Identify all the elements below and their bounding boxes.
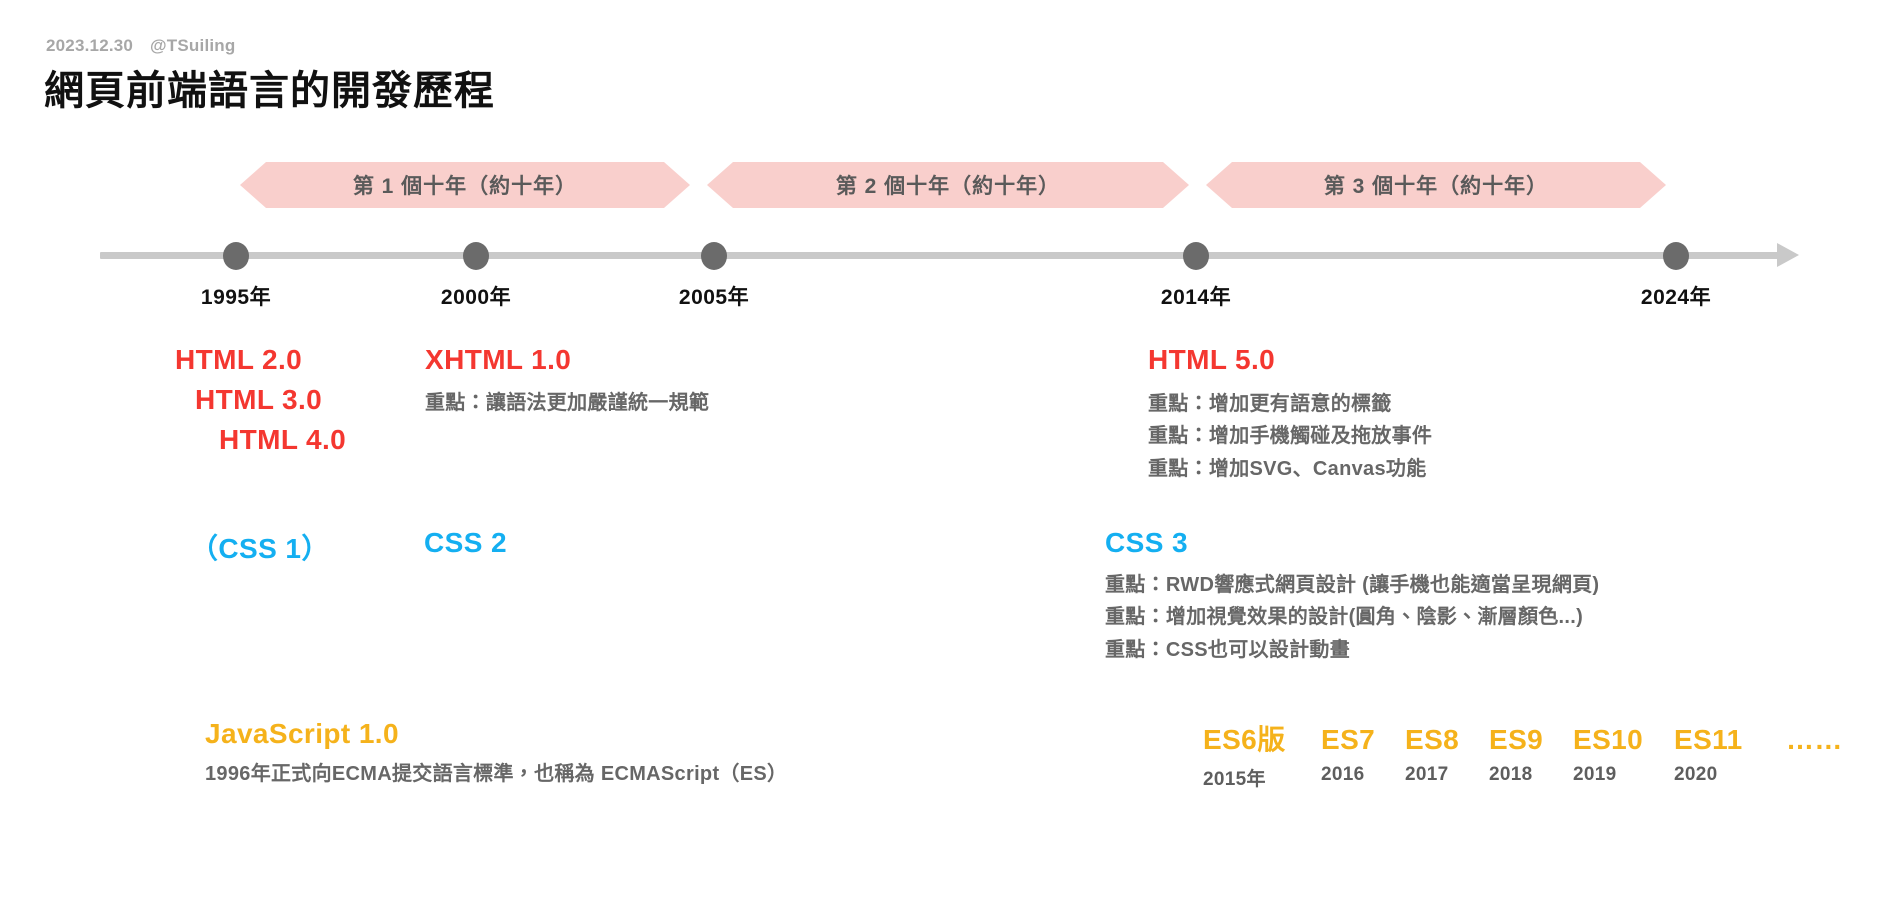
- decade-banner-3-label: 第 3 個十年（約十年）: [1323, 175, 1549, 198]
- es-version-11: ES11: [1674, 724, 1743, 755]
- es-year-8: 2017: [1405, 764, 1449, 785]
- html-version-2: HTML 2.0: [175, 344, 303, 375]
- html-version-4: HTML 4.0: [219, 423, 347, 455]
- ecmascript-year-row: 2015年 2016 2017 2018 2019 2020: [1203, 764, 1843, 791]
- byline: 2023.12.30 @TSuiling: [46, 36, 235, 56]
- timeline-node-2005: [701, 242, 727, 270]
- decade-banner-1-label: 第 1 個十年（約十年）: [352, 175, 578, 198]
- timeline-arrow-icon: [1777, 243, 1799, 267]
- css3-note-1: 重點：RWD響應式網頁設計 (讓手機也能適當呈現網頁): [1105, 574, 1600, 596]
- css3-title: CSS 3: [1105, 527, 1188, 558]
- html5-title: HTML 5.0: [1148, 344, 1276, 375]
- es-year-6: 2015年: [1203, 769, 1266, 790]
- year-label-1995: 1995年: [200, 286, 272, 309]
- javascript-group: JavaScript 1.0 1996年正式向ECMA提交語言標準，也稱為 EC…: [205, 718, 787, 790]
- es-version-6: ES6版: [1203, 724, 1286, 755]
- es-year-7: 2016: [1321, 764, 1365, 785]
- decade-banner-3: 第 3 個十年（約十年）: [1206, 162, 1666, 208]
- javascript-title: JavaScript 1.0: [205, 718, 399, 749]
- es-year-9: 2018: [1489, 764, 1533, 785]
- html-version-3: HTML 3.0: [195, 383, 323, 415]
- timeline-node-1995: [223, 242, 249, 270]
- html5-note-2: 重點：增加手機觸碰及拖放事件: [1148, 425, 1433, 448]
- es-year-10: 2019: [1573, 764, 1617, 785]
- css1-title: （CSS 1）: [190, 533, 330, 564]
- css3-group: CSS 3 重點：RWD響應式網頁設計 (讓手機也能適當呈現網頁) 重點：增加視…: [1105, 527, 1599, 666]
- publish-date: 2023.12.30: [46, 36, 134, 55]
- html-versions-group: HTML 2.0 HTML 3.0 HTML 4.0: [175, 340, 346, 459]
- css2-group: CSS 2: [424, 527, 507, 559]
- es-version-7: ES7: [1321, 724, 1376, 755]
- xhtml-title: XHTML 1.0: [425, 344, 572, 375]
- decade-banner-2-label: 第 2 個十年（約十年）: [835, 175, 1061, 198]
- ecmascript-version-row: ES6版 ES7 ES8 ES9 ES10 ES11 ……: [1203, 718, 1843, 758]
- xhtml-note: 重點：讓語法更加嚴謹統一規範: [425, 391, 710, 414]
- decade-banner-1: 第 1 個十年（約十年）: [240, 162, 690, 208]
- timeline-node-2024: [1663, 242, 1689, 270]
- year-label-2014: 2014年: [1160, 286, 1232, 309]
- html5-group: HTML 5.0 重點：增加更有語意的標籤 重點：增加手機觸碰及拖放事件 重點：…: [1148, 340, 1432, 485]
- timeline-node-2014: [1183, 242, 1209, 270]
- decade-banner-2: 第 2 個十年（約十年）: [707, 162, 1189, 208]
- es-version-10: ES10: [1573, 724, 1644, 755]
- author-handle: @TSuiling: [150, 36, 236, 55]
- es-year-11: 2020: [1674, 764, 1718, 785]
- html5-note-3: 重點：增加SVG、Canvas功能: [1148, 457, 1427, 480]
- css1-group: （CSS 1）: [190, 527, 330, 567]
- page-title: 網頁前端語言的開發歷程: [44, 69, 495, 113]
- year-label-2024: 2024年: [1640, 286, 1712, 309]
- timeline-axis: [100, 252, 1781, 259]
- year-label-2005: 2005年: [678, 286, 750, 309]
- css3-note-2: 重點：增加視覺效果的設計(圓角、陰影、漸層顏色...): [1105, 606, 1584, 629]
- year-label-2000: 2000年: [440, 286, 512, 309]
- xhtml-group: XHTML 1.0 重點：讓語法更加嚴謹統一規範: [425, 340, 709, 419]
- timeline-node-2000: [463, 242, 489, 270]
- css3-note-3: 重點：CSS也可以設計動畫: [1105, 638, 1351, 661]
- es-version-more: ……: [1786, 724, 1843, 755]
- css2-title: CSS 2: [424, 527, 507, 558]
- es-version-9: ES9: [1489, 724, 1544, 755]
- javascript-note: 1996年正式向ECMA提交語言標準，也稱為 ECMAScript（ES）: [205, 763, 788, 785]
- ecmascript-group: ES6版 ES7 ES8 ES9 ES10 ES11 …… 2015年 2016…: [1203, 718, 1843, 791]
- es-version-8: ES8: [1405, 724, 1460, 755]
- html5-note-1: 重點：增加更有語意的標籤: [1148, 392, 1392, 415]
